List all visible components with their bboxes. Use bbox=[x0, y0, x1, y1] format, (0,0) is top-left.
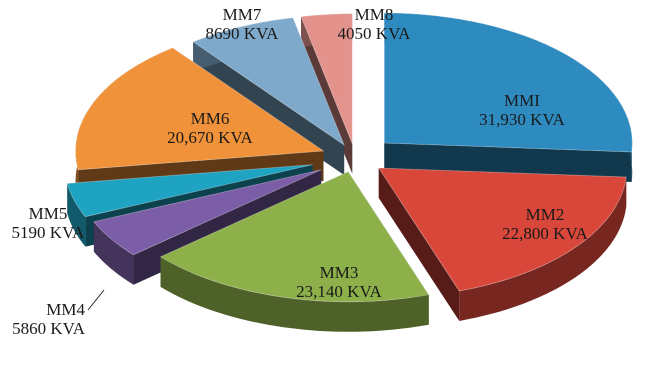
slice-label-mm6: MM6 20,670 KVA bbox=[167, 109, 253, 147]
slice-name: MM4 bbox=[46, 300, 85, 319]
slice-label-mm3: MM3 23,140 KVA bbox=[296, 263, 382, 301]
slice-value: 31,930 KVA bbox=[479, 110, 565, 129]
slice-label-mm2: MM2 22,800 KVA bbox=[502, 205, 588, 243]
slice-wall-mm2 bbox=[378, 168, 460, 322]
slice-value: 22,800 KVA bbox=[502, 224, 588, 243]
slice-side-mm3 bbox=[160, 256, 429, 332]
slice-mmi bbox=[383, 12, 633, 153]
slice-value: 23,140 KVA bbox=[296, 282, 382, 301]
slice-mm7 bbox=[192, 17, 345, 147]
slice-value: 5860 KVA bbox=[12, 319, 86, 338]
slice-mm5 bbox=[66, 164, 313, 218]
leader-line-mm4 bbox=[87, 289, 105, 311]
slice-name: MM3 bbox=[320, 263, 359, 282]
slice-name: MM8 bbox=[355, 5, 394, 24]
slice-mm8 bbox=[300, 13, 353, 144]
slice-mm3 bbox=[159, 171, 430, 303]
slice-name: MM5 bbox=[29, 204, 68, 223]
slice-name: MM2 bbox=[526, 205, 565, 224]
slice-side-mm5 bbox=[67, 183, 86, 247]
slice-name: MMI bbox=[504, 91, 540, 110]
slice-name: MM6 bbox=[191, 109, 230, 128]
slice-value: 20,670 KVA bbox=[167, 128, 253, 147]
slice-value: 8690 KVA bbox=[206, 24, 280, 43]
slice-value: 4050 KVA bbox=[338, 24, 412, 43]
slice-value: 5190 KVA bbox=[12, 223, 86, 242]
slice-label-mm4: MM4 5860 KVA bbox=[12, 300, 86, 338]
slice-label-mm7: MM7 8690 KVA bbox=[206, 5, 280, 43]
slice-tops bbox=[66, 12, 633, 303]
slice-name: MM7 bbox=[223, 5, 262, 24]
slice-label-mm5: MM5 5190 KVA bbox=[12, 204, 86, 242]
slice-side-mm4 bbox=[93, 221, 134, 285]
slice-mm6 bbox=[75, 47, 325, 171]
slice-label-mm8: MM8 4050 KVA bbox=[338, 5, 412, 43]
slice-side-mm2 bbox=[459, 177, 627, 322]
slice-mm2 bbox=[378, 167, 627, 292]
slice-mm4 bbox=[93, 169, 322, 256]
slice-label-mmi: MMI 31,930 KVA bbox=[479, 91, 565, 129]
